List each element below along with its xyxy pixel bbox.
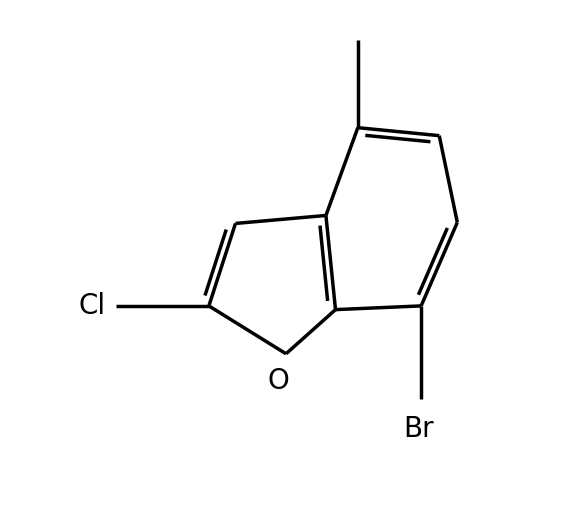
Text: Br: Br xyxy=(404,415,435,443)
Text: Cl: Cl xyxy=(78,292,105,320)
Text: O: O xyxy=(267,367,289,395)
